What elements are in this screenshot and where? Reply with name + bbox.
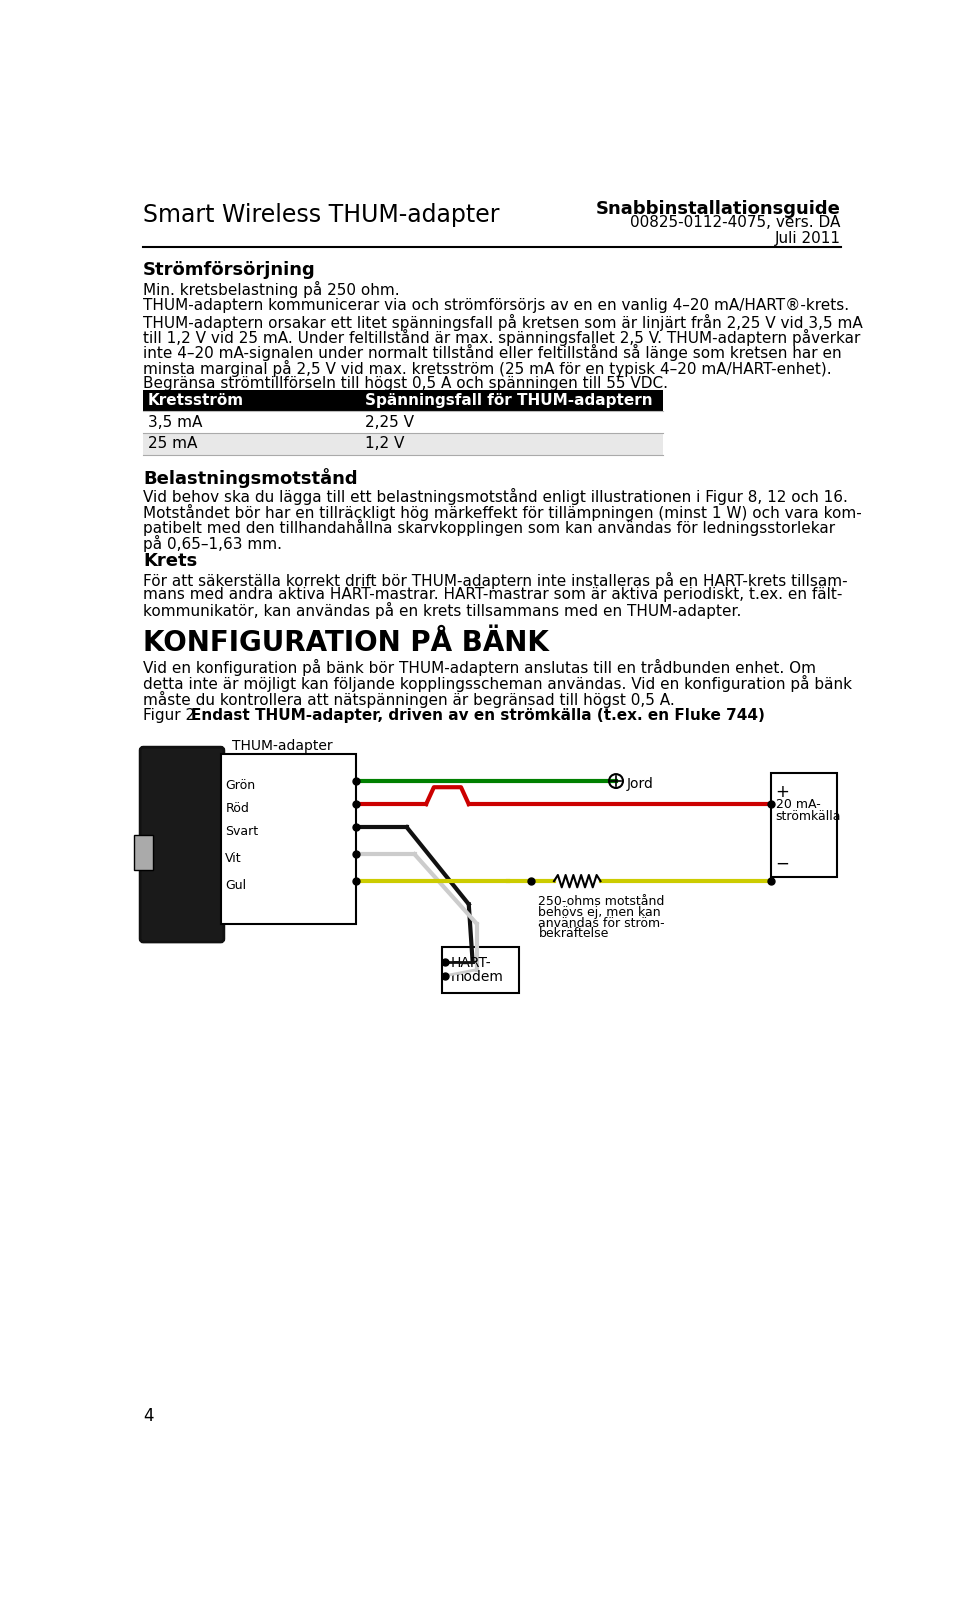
Text: Smart Wireless THUM-adapter: Smart Wireless THUM-adapter <box>143 203 500 227</box>
Text: 1,2 V: 1,2 V <box>365 437 404 451</box>
Text: Figur 2.: Figur 2. <box>143 707 210 723</box>
Text: kommunikatör, kan användas på en krets tillsammans med en THUM-adapter.: kommunikatör, kan användas på en krets t… <box>143 603 742 619</box>
Text: Strömförsörjning: Strömförsörjning <box>143 261 316 280</box>
Text: För att säkerställa korrekt drift bör THUM-adaptern inte installeras på en HART-: För att säkerställa korrekt drift bör TH… <box>143 571 848 589</box>
Text: strömkälla: strömkälla <box>776 810 841 822</box>
Text: Min. kretsbelastning på 250 ohm.: Min. kretsbelastning på 250 ohm. <box>143 282 400 298</box>
Bar <box>143 411 662 434</box>
Text: Svart: Svart <box>226 826 258 838</box>
Text: minsta marginal på 2,5 V vid max. kretsström (25 mA för en typisk 4–20 mA/HART-e: minsta marginal på 2,5 V vid max. kretss… <box>143 360 832 378</box>
Text: patibelt med den tillhandahållna skarvkopplingen som kan användas för ledningsst: patibelt med den tillhandahållna skarvko… <box>143 520 835 536</box>
Bar <box>134 835 154 870</box>
Text: Vid en konfiguration på bänk bör THUM-adaptern anslutas till en trådbunden enhet: Vid en konfiguration på bänk bör THUM-ad… <box>143 659 816 675</box>
Text: inte 4–20 mA-signalen under normalt tillstånd eller feltillstånd så länge som kr: inte 4–20 mA-signalen under normalt till… <box>143 344 842 362</box>
Text: Motståndet bör har en tillräckligt hög märkeffekt för tillämpningen (minst 1 W) : Motståndet bör har en tillräckligt hög m… <box>143 504 862 522</box>
Text: på 0,65–1,63 mm.: på 0,65–1,63 mm. <box>143 534 282 552</box>
FancyBboxPatch shape <box>140 747 224 942</box>
Text: Vid behov ska du lägga till ett belastningsmotstånd enligt illustrationen i Figu: Vid behov ska du lägga till ett belastni… <box>143 488 848 506</box>
Bar <box>143 390 662 411</box>
Text: THUM-adapter: THUM-adapter <box>232 739 333 752</box>
Text: 25 mA: 25 mA <box>148 437 197 451</box>
Text: modem: modem <box>451 970 504 984</box>
Text: Spänningsfall för THUM-adaptern: Spänningsfall för THUM-adaptern <box>365 394 653 408</box>
Text: Begränsa strömtillförseln till högst 0,5 A och spänningen till 55 VDC.: Begränsa strömtillförseln till högst 0,5… <box>143 376 668 390</box>
Text: 00825-0112-4075, vers. DA: 00825-0112-4075, vers. DA <box>631 214 841 230</box>
Bar <box>143 434 662 454</box>
Bar <box>442 947 519 992</box>
Text: Gul: Gul <box>226 878 247 891</box>
Text: 3,5 mA: 3,5 mA <box>148 414 203 429</box>
Text: Krets: Krets <box>143 552 198 570</box>
Text: KONFIGURATION PÅ BÄNK: KONFIGURATION PÅ BÄNK <box>143 629 549 658</box>
Text: −: − <box>776 854 789 872</box>
Text: 250-ohms motstånd: 250-ohms motstånd <box>539 894 665 909</box>
Text: Snabbinstallationsguide: Snabbinstallationsguide <box>596 200 841 218</box>
Text: HART-: HART- <box>451 955 492 970</box>
Text: mans med andra aktiva HART-mastrar. HART-mastrar som är aktiva periodiskt, t.ex.: mans med andra aktiva HART-mastrar. HART… <box>143 587 843 602</box>
Text: +: + <box>776 782 789 800</box>
Text: Endast THUM-adapter, driven av en strömkälla (t.ex. en Fluke 744): Endast THUM-adapter, driven av en strömk… <box>191 707 765 723</box>
Text: Vit: Vit <box>226 851 242 866</box>
Text: THUM-adaptern kommunicerar via och strömförsörjs av en en vanlig 4–20 mA/HART®-k: THUM-adaptern kommunicerar via och ström… <box>143 298 850 312</box>
Bar <box>221 754 356 923</box>
Text: användas för ström-: användas för ström- <box>539 917 665 930</box>
Bar <box>771 773 837 877</box>
Text: Juli 2011: Juli 2011 <box>775 230 841 245</box>
Text: Jord: Jord <box>627 778 654 790</box>
Text: till 1,2 V vid 25 mA. Under feltillstånd är max. spänningsfallet 2,5 V. THUM-ada: till 1,2 V vid 25 mA. Under feltillstånd… <box>143 330 860 346</box>
Text: Grön: Grön <box>226 779 255 792</box>
Text: bekräftelse: bekräftelse <box>539 928 609 941</box>
Text: 20 mA-: 20 mA- <box>776 798 821 811</box>
Text: Kretsström: Kretsström <box>148 394 244 408</box>
Text: 4: 4 <box>143 1406 154 1426</box>
Text: Röd: Röd <box>226 802 250 814</box>
Text: 2,25 V: 2,25 V <box>365 414 414 429</box>
Text: måste du kontrollera att nätspänningen är begränsad till högst 0,5 A.: måste du kontrollera att nätspänningen ä… <box>143 691 675 707</box>
Text: Belastningsmotstånd: Belastningsmotstånd <box>143 469 358 488</box>
Text: detta inte är möjligt kan följande kopplingsscheman användas. Vid en konfigurati: detta inte är möjligt kan följande koppl… <box>143 675 852 691</box>
Text: behövs ej, men kan: behövs ej, men kan <box>539 906 661 918</box>
Text: THUM-adaptern orsakar ett litet spänningsfall på kretsen som är linjärt från 2,2: THUM-adaptern orsakar ett litet spänning… <box>143 314 863 331</box>
